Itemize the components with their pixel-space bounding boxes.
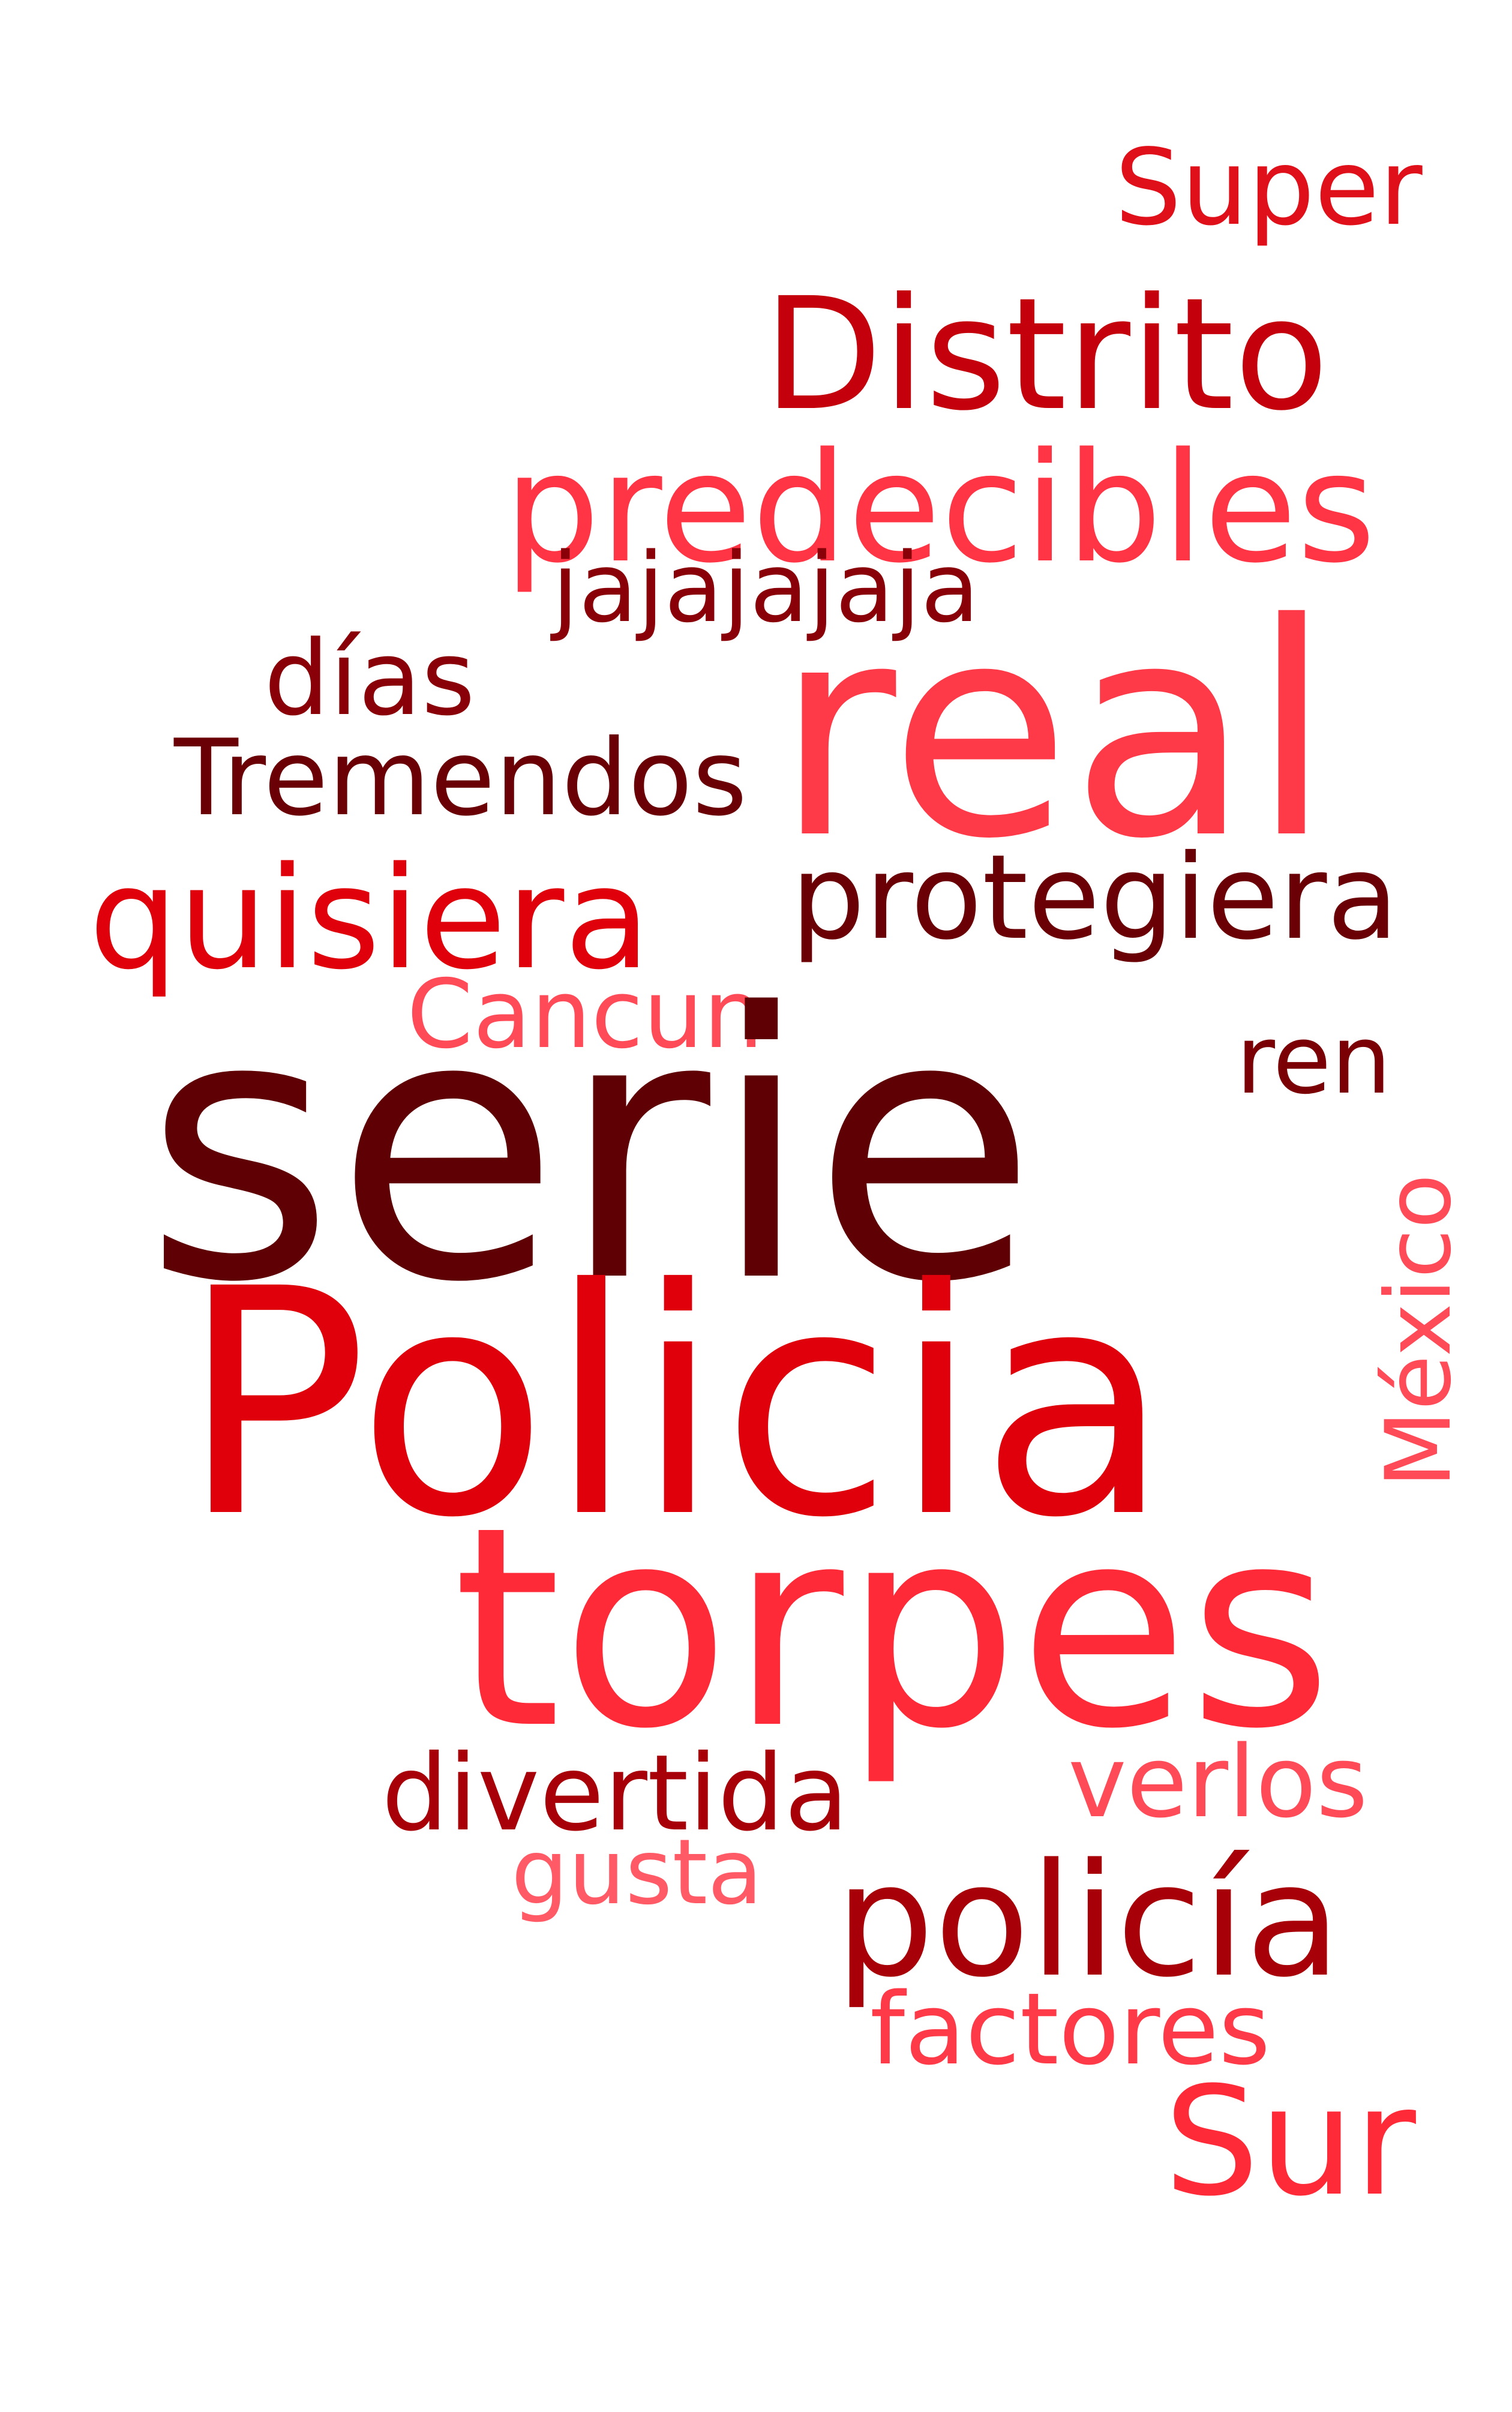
- word-mexico: México: [1367, 1174, 1471, 1488]
- word-dias: días: [264, 618, 475, 739]
- word-cancun: Cancun: [407, 959, 764, 1070]
- word-divertida: divertida: [382, 1733, 849, 1855]
- word-policia-lowercase: policía: [835, 1831, 1342, 2012]
- word-predecibles: predecibles: [504, 421, 1376, 596]
- word-verlos: verlos: [1068, 1724, 1368, 1840]
- word-real: real: [775, 560, 1333, 903]
- word-super: Super: [1115, 127, 1423, 249]
- word-gusta: gusta: [511, 1820, 763, 1925]
- word-serie: serie: [144, 936, 1037, 1362]
- word-factores: factores: [870, 1972, 1271, 2087]
- word-jajajajaja: jajajajaja: [552, 532, 980, 644]
- word-protegiera: protegiera: [791, 829, 1399, 965]
- word-sur: Sur: [1164, 2054, 1416, 2229]
- word-distrito: Distrito: [763, 265, 1329, 445]
- word-quisiera: quisiera: [89, 837, 651, 1001]
- word-ren: ren: [1236, 1005, 1391, 1115]
- word-torpes: torpes: [453, 1468, 1333, 1789]
- word-tremendos: Tremendos: [174, 718, 748, 839]
- word-policia-capitalized: Policia: [180, 1222, 1171, 1586]
